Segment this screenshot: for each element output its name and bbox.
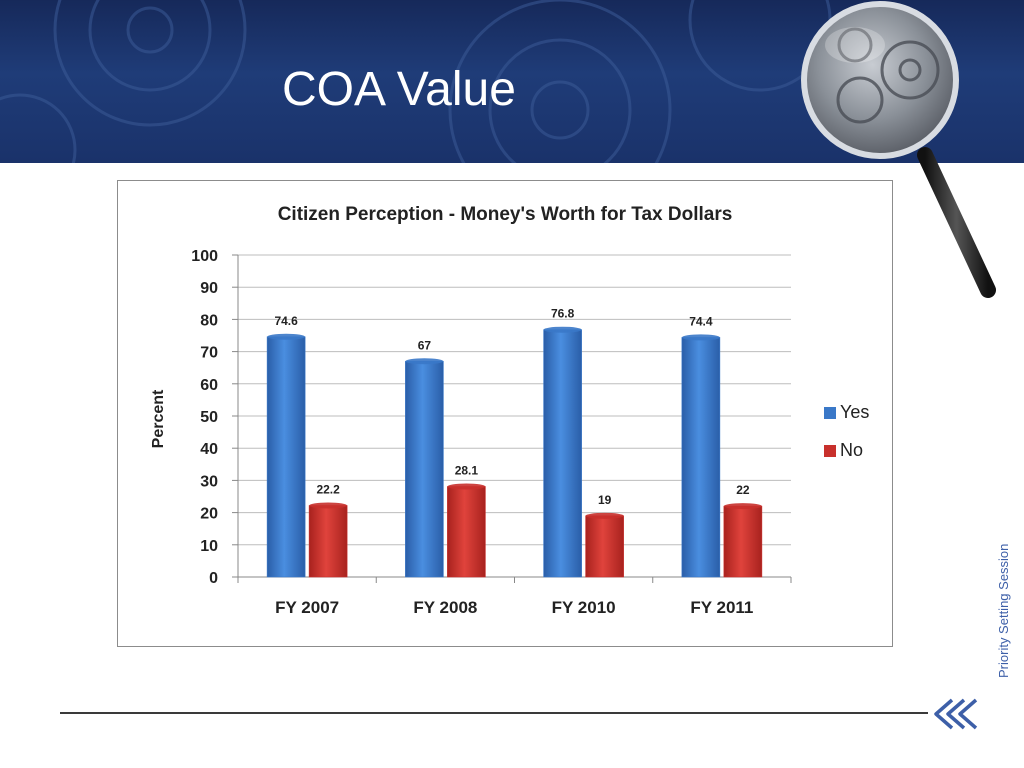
data-label: 74.6	[274, 314, 298, 328]
slide-title: COA Value	[282, 63, 516, 116]
y-tick-label: 100	[191, 248, 218, 265]
bar-top-cap	[723, 503, 762, 510]
bar-yes	[681, 337, 721, 578]
y-tick-label: 20	[200, 506, 218, 523]
x-tick-label: FY 2011	[690, 598, 753, 617]
data-label: 22	[736, 483, 750, 497]
data-label: 28.1	[455, 464, 479, 478]
bar-top-cap	[543, 326, 582, 333]
y-tick-label: 70	[200, 345, 218, 362]
side-label: Priority Setting Session	[996, 543, 1011, 678]
chart-title: Citizen Perception - Money's Worth for T…	[278, 204, 733, 225]
legend-swatch	[824, 407, 836, 419]
bar-no	[308, 505, 348, 578]
y-axis-label: Percent	[150, 389, 167, 448]
y-tick-label: 90	[200, 280, 218, 297]
bar-top-cap	[447, 483, 486, 490]
bar-top-cap	[405, 358, 444, 365]
data-label: 74.4	[689, 314, 713, 328]
y-tick-label: 10	[200, 538, 218, 555]
back-arrows-icon[interactable]	[930, 696, 982, 732]
footer-divider	[60, 712, 928, 714]
y-tick-label: 0	[209, 570, 218, 587]
legend-swatch	[824, 445, 836, 457]
data-label: 22.2	[316, 483, 340, 497]
y-tick-label: 30	[200, 473, 218, 490]
bar-top-cap	[585, 512, 624, 519]
legend-label: Yes	[840, 402, 869, 422]
bar-no	[723, 505, 763, 578]
y-tick-label: 60	[200, 377, 218, 394]
bar-chart: Citizen Perception - Money's Worth for T…	[150, 204, 869, 617]
bar-yes	[266, 336, 306, 578]
bar-yes	[405, 360, 444, 578]
bar-no	[447, 486, 486, 578]
data-label: 19	[598, 493, 612, 507]
y-tick-label: 50	[200, 409, 218, 426]
bar-yes	[543, 329, 582, 578]
y-tick-label: 40	[200, 441, 218, 458]
y-tick-label: 80	[200, 312, 218, 329]
x-tick-label: FY 2008	[413, 598, 477, 617]
magnifier-glass-icon	[801, 1, 996, 298]
x-tick-label: FY 2010	[552, 598, 616, 617]
bar-top-cap	[309, 502, 348, 509]
bar-top-cap	[681, 334, 720, 341]
legend-label: No	[840, 440, 863, 460]
chart-frame: Citizen Perception - Money's Worth for T…	[117, 180, 893, 647]
data-label: 67	[418, 338, 432, 352]
x-tick-label: FY 2007	[275, 598, 339, 617]
data-label: 76.8	[551, 307, 575, 321]
gear-pattern-decoration	[0, 0, 832, 163]
bar-top-cap	[267, 333, 306, 340]
bar-no	[585, 515, 624, 578]
